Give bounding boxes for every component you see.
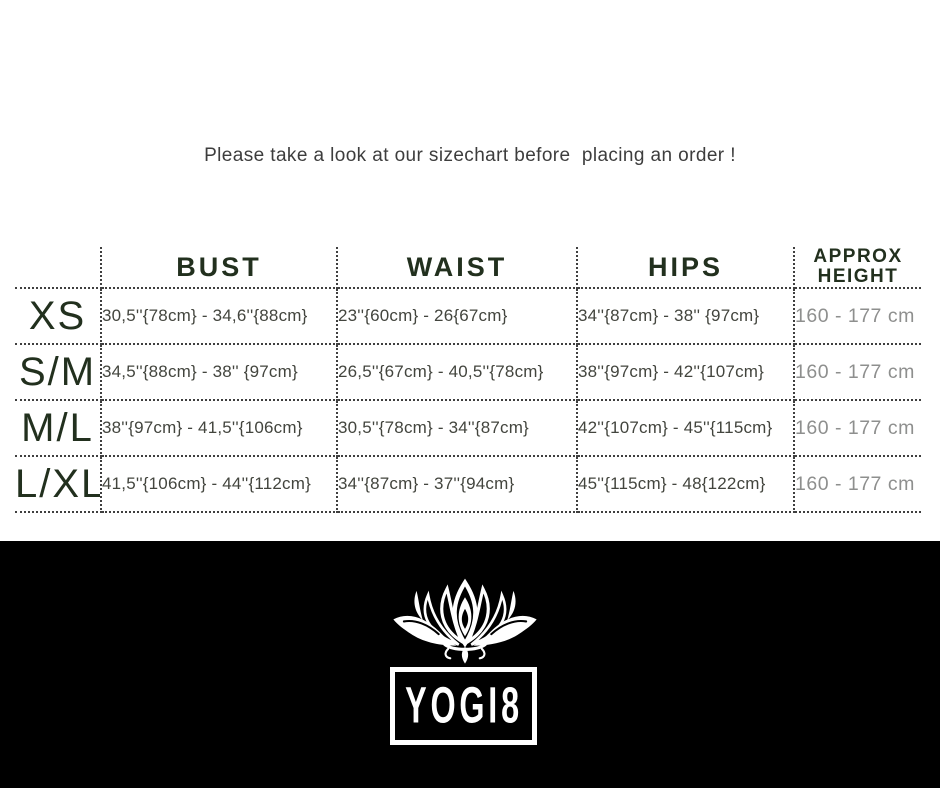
table-row: M/L 38''{97cm} - 41,5''{106cm} 30,5''{78…	[15, 400, 921, 457]
headline: Please take a look at our sizechart befo…	[204, 145, 736, 166]
header-row: BUST WAIST HIPS APPROX HEIGHT	[15, 247, 921, 289]
bust-value: 30,5''{78cm} - 34,6''{88cm}	[101, 288, 338, 345]
bust-value: 38''{97cm} - 41,5''{106cm}	[101, 400, 338, 457]
bust-value: 41,5''{106cm} - 44''{112cm}	[101, 456, 338, 513]
size-label: XS	[15, 288, 102, 345]
height-value: 160 - 177 cm	[794, 456, 921, 513]
waist-value: 30,5''{78cm} - 34''{87cm}	[337, 400, 578, 457]
col-header-hips: HIPS	[577, 247, 795, 289]
col-header-size	[15, 247, 102, 289]
brand-logo-box: YOGI8	[390, 667, 537, 745]
bust-value: 34,5''{88cm} - 38'' {97cm}	[101, 344, 338, 401]
height-value: 160 - 177 cm	[794, 288, 921, 345]
size-label: M/L	[15, 400, 102, 457]
col-header-height-label: APPROX HEIGHT	[813, 247, 903, 287]
hips-value: 38''{97cm} - 42''{107cm}	[577, 344, 795, 401]
waist-value: 23''{60cm} - 26{67cm}	[337, 288, 578, 345]
hips-value: 45''{115cm} - 48{122cm}	[577, 456, 795, 513]
size-chart-table: BUST WAIST HIPS APPROX HEIGHT XS 30,5''{…	[15, 247, 921, 513]
hips-value: 34''{87cm} - 38'' {97cm}	[577, 288, 795, 345]
waist-value: 34''{87cm} - 37''{94cm}	[337, 456, 578, 513]
col-header-bust: BUST	[101, 247, 338, 289]
size-label: L/XL	[15, 456, 102, 513]
table-row: L/XL 41,5''{106cm} - 44''{112cm} 34''{87…	[15, 456, 921, 513]
waist-value: 26,5''{67cm} - 40,5''{78cm}	[337, 344, 578, 401]
size-label: S/M	[15, 344, 102, 401]
lotus-icon	[393, 578, 539, 664]
hips-value: 42''{107cm} - 45''{115cm}	[577, 400, 795, 457]
col-header-height: APPROX HEIGHT	[794, 247, 921, 289]
brand-name: YOGI8	[404, 676, 523, 734]
footer-banner: YOGI8	[0, 541, 940, 788]
table-row: S/M 34,5''{88cm} - 38'' {97cm} 26,5''{67…	[15, 344, 921, 401]
col-header-waist: WAIST	[337, 247, 578, 289]
height-value: 160 - 177 cm	[794, 344, 921, 401]
table-row: XS 30,5''{78cm} - 34,6''{88cm} 23''{60cm…	[15, 288, 921, 345]
height-value: 160 - 177 cm	[794, 400, 921, 457]
